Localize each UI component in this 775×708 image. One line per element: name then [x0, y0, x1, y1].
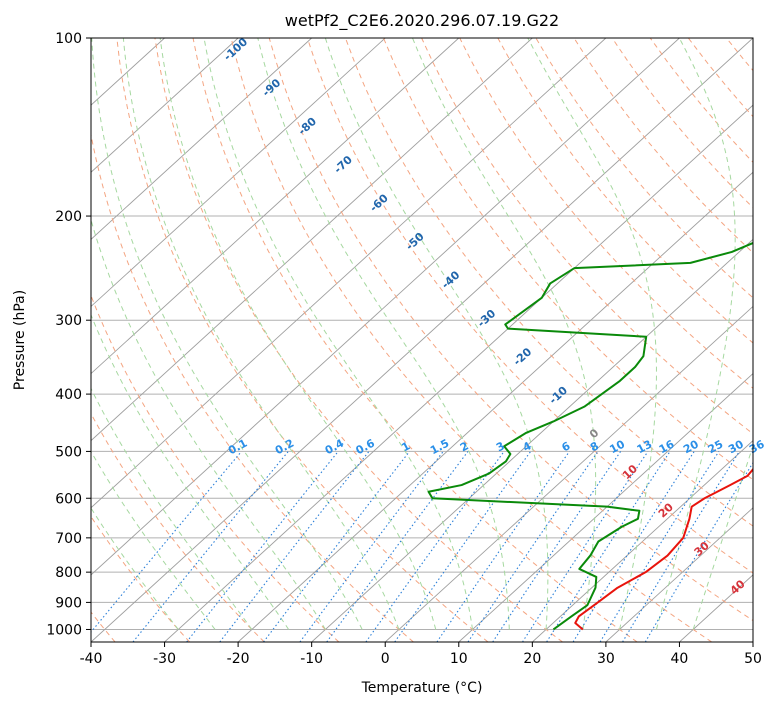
dry-adiabat-line	[230, 38, 713, 642]
moist-adiabat-line	[257, 38, 510, 630]
moist-adiabat-line	[159, 38, 437, 630]
moist-adiabat-line	[91, 38, 363, 630]
profile-lines	[427, 241, 753, 631]
y-tick-label: 300	[55, 313, 82, 329]
x-tick-label: 0	[381, 651, 390, 667]
mixing-ratio-label: 13	[635, 438, 655, 457]
moist-adiabat-line	[203, 38, 474, 630]
axis-ticks: -40 -30 -20 -10 0 10 20 30 40 50 100 200 300 400 500 60…	[46, 31, 762, 667]
y-tick-label: 700	[55, 531, 82, 547]
dry-adiabat-line	[116, 38, 489, 642]
x-tick-label: -40	[80, 651, 103, 667]
mixing-ratio-label: 16	[657, 437, 677, 456]
dry-adiabat-line	[535, 38, 753, 299]
mixing-ratio-line	[492, 451, 622, 642]
isotherm-line	[91, 38, 460, 375]
mixing-ratio-line	[132, 451, 289, 642]
dry-adiabat-line	[344, 38, 753, 527]
moist-adiabat-line	[122, 38, 400, 630]
plot-frame	[90, 37, 754, 643]
moist-adiabat-line	[91, 218, 326, 630]
isotherm-line	[91, 38, 607, 509]
dry-adiabat-line	[497, 38, 753, 344]
mixing-ratio-label: 20	[681, 437, 701, 456]
isotherm-line	[91, 38, 533, 442]
mixing-ratio-line	[394, 451, 532, 642]
mixing-ratio-line	[436, 451, 570, 642]
moist-adiabat-line	[91, 313, 290, 630]
mixing-ratio-line	[522, 451, 649, 642]
chart-title: wetPf2_C2E6.2020.296.07.19.G22	[285, 11, 559, 31]
isotherm-line	[91, 38, 239, 173]
mixing-ratio-line	[599, 451, 720, 642]
y-tick-label: 1000	[46, 622, 82, 638]
moist-adiabat-line	[527, 38, 657, 630]
x-tick-label: -30	[153, 651, 176, 667]
y-tick-label: 200	[55, 209, 82, 225]
dry-adiabat-line	[91, 515, 191, 642]
mixing-ratio-label: 36	[747, 437, 767, 456]
isotherm-line	[164, 104, 753, 642]
isotherm-line	[91, 38, 312, 240]
y-tick-label: 900	[55, 595, 82, 611]
isotherm-line	[458, 372, 753, 642]
mixing-ratio-label: 30	[726, 437, 746, 456]
y-tick-label: 600	[55, 491, 82, 507]
dewpoint-profile-line	[427, 241, 753, 631]
x-tick-label: 10	[450, 651, 468, 667]
isotherm-line	[237, 171, 753, 642]
x-tick-label: 50	[744, 651, 762, 667]
mixing-ratio-line	[299, 451, 444, 642]
mixing-ratio-line	[91, 451, 242, 633]
mixing-ratio-line	[186, 451, 339, 642]
x-tick-label: 30	[597, 651, 615, 667]
y-tick-label: 500	[55, 444, 82, 460]
mixing-ratio-label: 10	[607, 437, 627, 456]
x-tick-label: 20	[523, 651, 541, 667]
y-tick-label: 800	[55, 565, 82, 581]
temperature-profile-line	[574, 467, 753, 631]
isotherm-line	[91, 38, 680, 576]
x-tick-label: -10	[300, 651, 323, 667]
x-tick-label: -20	[227, 651, 250, 667]
mixing-ratio-label: 25	[706, 438, 726, 457]
moist-adiabat-line	[91, 387, 253, 630]
mixing-ratio-line	[467, 451, 599, 642]
y-tick-label: 100	[55, 31, 82, 47]
dry-adiabat-line	[91, 294, 340, 642]
x-axis-label: Temperature (°C)	[361, 680, 483, 696]
mixing-ratio-line	[546, 451, 671, 642]
dry-adiabat-line	[91, 132, 414, 642]
mixing-ratio-line	[326, 451, 469, 642]
isotherm-line	[91, 38, 386, 308]
isotherm-line	[532, 440, 753, 642]
mixing-ratio-line	[263, 451, 410, 642]
dry-adiabat-line	[154, 38, 563, 642]
isotherm-line	[605, 507, 753, 642]
moist-adiabat-line	[324, 38, 549, 630]
dry-adiabat-line	[91, 412, 265, 642]
mixing-ratio-line	[365, 451, 505, 642]
y-axis-label: Pressure (hPa)	[12, 290, 28, 390]
isotherm-line	[384, 305, 753, 642]
isotherm-line	[311, 238, 753, 642]
dry-adiabat-line	[306, 38, 753, 574]
x-tick-label: 40	[671, 651, 689, 667]
y-tick-label: 400	[55, 387, 82, 403]
moist-adiabat-line	[412, 38, 597, 630]
dry-adiabat-line	[268, 38, 753, 622]
isotherm-line	[91, 38, 753, 642]
